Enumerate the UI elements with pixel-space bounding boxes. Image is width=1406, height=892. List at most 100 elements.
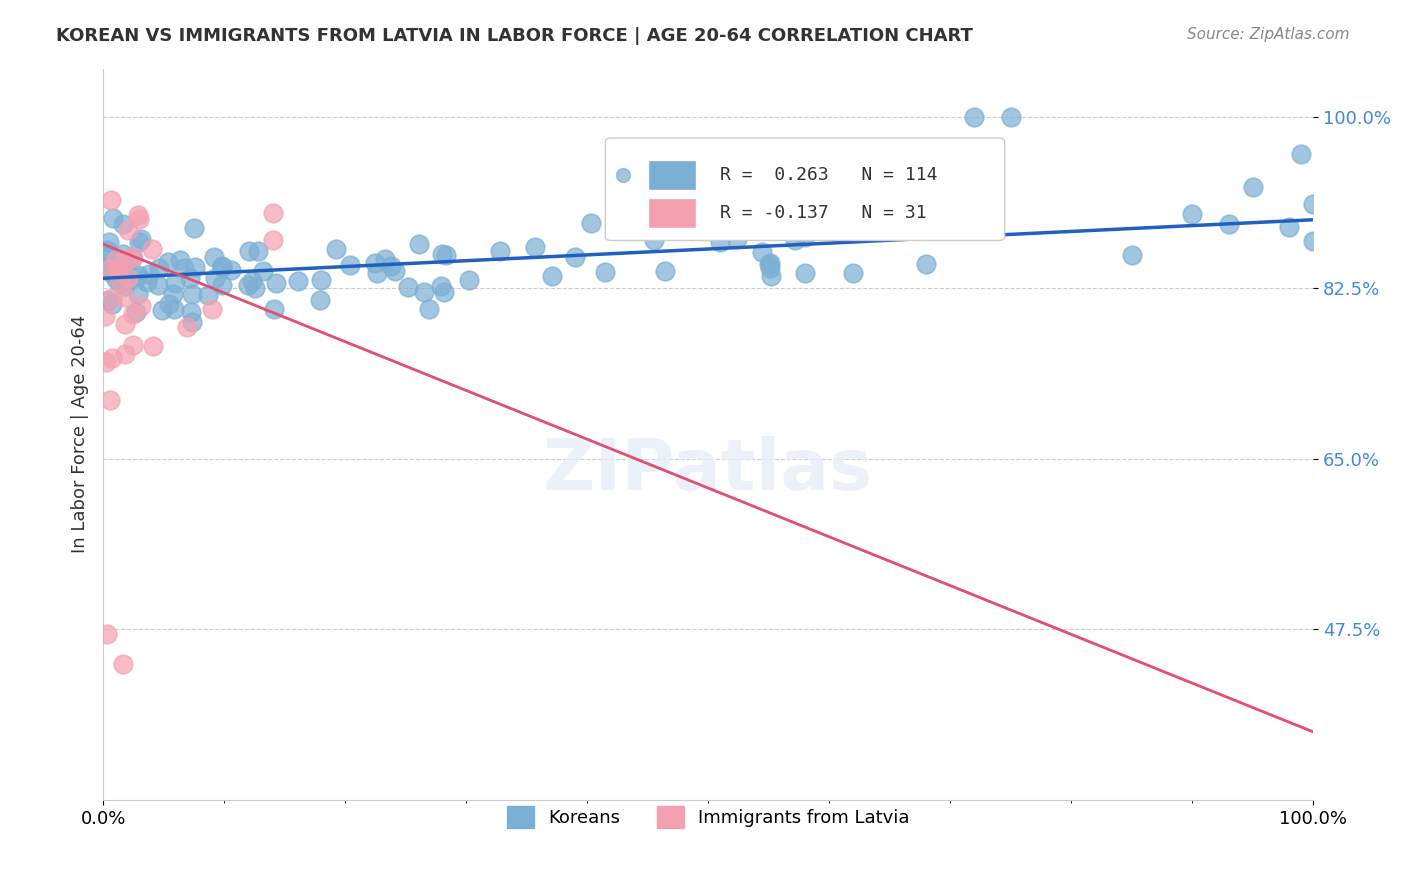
Point <box>709 235 731 250</box>
Point <box>127 268 149 282</box>
Point <box>179 271 201 285</box>
Point <box>1241 180 1264 194</box>
Point <box>309 273 332 287</box>
Text: KOREAN VS IMMIGRANTS FROM LATVIA IN LABOR FORCE | AGE 20-64 CORRELATION CHART: KOREAN VS IMMIGRANTS FROM LATVIA IN LABO… <box>56 27 973 45</box>
Point <box>794 266 817 280</box>
Point <box>1302 197 1324 211</box>
Point <box>643 233 665 247</box>
Point <box>380 259 402 273</box>
Point <box>105 253 128 268</box>
Point <box>97 235 120 249</box>
Point <box>794 230 817 244</box>
Point <box>100 193 122 207</box>
Point <box>751 245 773 260</box>
Point <box>96 627 118 641</box>
Point <box>108 261 131 276</box>
Point <box>201 301 224 316</box>
Point <box>1000 111 1022 125</box>
Point <box>204 270 226 285</box>
Point <box>181 286 204 301</box>
Point <box>243 281 266 295</box>
Point <box>211 277 233 292</box>
Point <box>112 259 135 273</box>
Point <box>150 302 173 317</box>
Point <box>180 305 202 319</box>
Point <box>374 252 396 266</box>
Point <box>430 279 453 293</box>
Point <box>101 211 124 225</box>
Point <box>122 338 145 352</box>
Point <box>148 261 170 276</box>
Point <box>408 236 430 251</box>
Point <box>831 190 853 204</box>
Point <box>127 208 149 222</box>
Point <box>252 264 274 278</box>
Point <box>115 258 138 272</box>
Point <box>759 260 782 275</box>
Point <box>1302 234 1324 248</box>
Point <box>97 293 120 308</box>
Point <box>101 291 124 305</box>
Point <box>541 269 564 284</box>
Point <box>1278 220 1301 235</box>
Point <box>141 242 163 256</box>
Point <box>114 290 136 304</box>
Point <box>173 260 195 275</box>
Point <box>107 262 129 277</box>
Point <box>1121 247 1143 261</box>
Point <box>238 244 260 258</box>
Point <box>129 299 152 313</box>
Point <box>107 263 129 277</box>
Point <box>97 261 120 276</box>
Point <box>98 262 121 277</box>
Point <box>117 252 139 267</box>
Point <box>138 267 160 281</box>
Point <box>564 250 586 264</box>
Point <box>163 301 186 316</box>
Point <box>165 276 187 290</box>
Point <box>114 317 136 331</box>
Point <box>524 240 547 254</box>
Point <box>915 257 938 271</box>
Point <box>122 250 145 264</box>
Point <box>246 244 269 258</box>
Text: R =  0.263   N = 114: R = 0.263 N = 114 <box>720 166 938 184</box>
Point <box>366 266 388 280</box>
Point <box>100 351 122 365</box>
Text: Source: ZipAtlas.com: Source: ZipAtlas.com <box>1187 27 1350 42</box>
Point <box>654 264 676 278</box>
Point <box>111 268 134 282</box>
Point <box>183 220 205 235</box>
Point <box>111 246 134 260</box>
Point <box>727 212 749 227</box>
Point <box>804 217 827 231</box>
Y-axis label: In Labor Force | Age 20-64: In Labor Force | Age 20-64 <box>72 315 89 554</box>
Text: R = -0.137   N = 31: R = -0.137 N = 31 <box>720 204 927 222</box>
Point <box>162 287 184 301</box>
Point <box>309 293 332 307</box>
Point <box>211 259 233 273</box>
Point <box>458 273 481 287</box>
Point <box>128 211 150 226</box>
Point <box>219 263 242 277</box>
Point <box>236 278 259 293</box>
Point <box>384 264 406 278</box>
Point <box>240 274 263 288</box>
Point <box>94 249 117 263</box>
Legend: Koreans, Immigrants from Latvia: Koreans, Immigrants from Latvia <box>499 798 917 835</box>
Point <box>107 264 129 278</box>
Point <box>713 194 735 209</box>
Point <box>125 305 148 319</box>
Point <box>197 288 219 302</box>
Point <box>1289 147 1312 161</box>
Point <box>1181 207 1204 221</box>
Point <box>169 253 191 268</box>
Point <box>325 242 347 256</box>
Point <box>94 309 117 323</box>
Point <box>287 275 309 289</box>
Point <box>396 280 419 294</box>
Point <box>184 260 207 274</box>
Point <box>963 111 986 125</box>
Point <box>593 265 616 279</box>
Bar <box>648 198 696 227</box>
